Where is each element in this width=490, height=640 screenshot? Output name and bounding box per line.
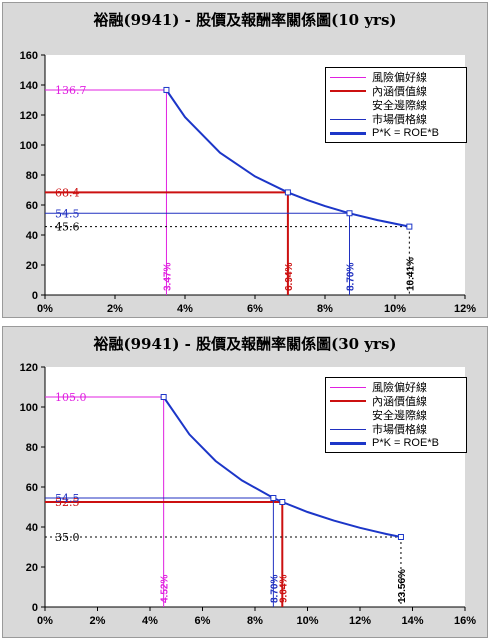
y-tick-label: 120: [20, 362, 38, 374]
x-tick-label: 6%: [247, 303, 263, 315]
legend-item: P*K = ROE*B: [330, 436, 462, 450]
y-tick-label: 60: [26, 482, 38, 494]
x-value-label: 6.94%: [284, 263, 295, 291]
data-point: [163, 86, 170, 93]
legend-item: 市場價格線: [330, 112, 462, 126]
legend-label: P*K = ROE*B: [372, 127, 439, 139]
y-tick-label: 120: [20, 110, 38, 122]
chart-svg: 0 20 40 60 80 100 120 0% 2% 4% 6% 8% 10% 12% 14% 16% 105…: [20, 362, 477, 627]
y-tick-label: 20: [26, 562, 38, 574]
y-value-label: 136.7: [55, 84, 87, 97]
y-tick-label: 20: [26, 260, 38, 272]
legend-label: 風險偏好線: [372, 382, 427, 394]
y-tick-label: 0: [32, 290, 38, 302]
x-tick-label: 8%: [247, 615, 263, 627]
x-value-label: 8.70%: [269, 575, 280, 603]
legend-item: 安全邊際線: [330, 408, 462, 422]
y-tick-label: 0: [32, 602, 38, 614]
legend-label: 市場價格線: [372, 424, 427, 436]
x-tick-label: 6%: [195, 615, 211, 627]
x-tick-label: 10%: [384, 303, 406, 315]
data-point: [406, 223, 413, 230]
x-tick-label: 12%: [349, 615, 371, 627]
x-value-label: 4.52%: [160, 575, 171, 603]
x-value-label: 9.04%: [278, 575, 289, 603]
data-point: [397, 534, 404, 540]
legend-swatch: [330, 386, 366, 388]
y-value-label: 68.4: [55, 186, 80, 199]
legend-item: 風險偏好線: [330, 70, 462, 84]
x-value-label: 8.70%: [346, 263, 357, 291]
x-value-label: 13.56%: [397, 569, 408, 603]
y-value-label: 105.0: [55, 391, 87, 404]
legend-label: 安全邊際線: [372, 410, 427, 422]
y-tick-label: 100: [20, 140, 38, 152]
x-tick-label: 10%: [296, 615, 318, 627]
x-tick-label: 14%: [401, 615, 423, 627]
y-tick-label: 160: [20, 50, 38, 62]
y-value-label: 35.0: [55, 531, 80, 544]
x-tick-label: 4%: [142, 615, 158, 627]
legend-item: 內涵價值線: [330, 394, 462, 408]
legend-swatch: [330, 90, 366, 92]
legend-item: 安全邊際線: [330, 98, 462, 112]
legend-label: 安全邊際線: [372, 100, 427, 112]
x-tick-label: 0%: [37, 303, 53, 315]
chart-panel-30yrs: 裕融(9941) - 股價及報酬率關係圖(30 yrs) 0 20 40 60 80 10…: [2, 326, 488, 638]
chart-legend: 風險偏好線內涵價值線安全邊際線市場價格線 P*K = ROE*B: [325, 67, 467, 143]
y-tick-label: 40: [26, 230, 38, 242]
x-tick-label: 16%: [454, 615, 476, 627]
y-value-label: 54.5: [55, 492, 80, 505]
data-point: [346, 210, 353, 217]
legend-swatch: [330, 131, 366, 135]
x-tick-label: 2%: [107, 303, 123, 315]
legend-item: 內涵價值線: [330, 84, 462, 98]
x-tick-label: 8%: [317, 303, 333, 315]
chart-title: 裕融(9941) - 股價及報酬率關係圖(10 yrs): [93, 11, 397, 29]
legend-item: P*K = ROE*B: [330, 126, 462, 140]
chart-title: 裕融(9941) - 股價及報酬率關係圖(30 yrs): [93, 335, 397, 353]
data-point: [279, 499, 286, 505]
chart-legend: 風險偏好線內涵價值線安全邊際線市場價格線 P*K = ROE*B: [325, 377, 467, 453]
legend-item: 風險偏好線: [330, 380, 462, 394]
y-tick-label: 80: [26, 170, 38, 182]
y-tick-label: 60: [26, 200, 38, 212]
legend-label: 市場價格線: [372, 114, 427, 126]
y-value-label: 52.5: [55, 496, 80, 509]
data-point: [270, 495, 277, 501]
x-tick-label: 0%: [37, 615, 53, 627]
x-value-label: 10.41%: [405, 257, 416, 291]
y-value-label: 54.5: [55, 207, 80, 220]
y-tick-label: 100: [20, 402, 38, 414]
y-tick-label: 140: [20, 80, 38, 92]
legend-label: P*K = ROE*B: [372, 437, 439, 449]
x-tick-label: 4%: [177, 303, 193, 315]
legend-swatch: [330, 441, 366, 445]
legend-swatch: [330, 428, 366, 430]
legend-swatch: [330, 400, 366, 402]
y-tick-label: 80: [26, 442, 38, 454]
series-line-pk-roe-b: [165, 89, 410, 228]
x-value-label: 3.47%: [162, 263, 173, 291]
legend-swatch: [330, 118, 366, 120]
x-tick-label: 2%: [90, 615, 106, 627]
legend-swatch: [330, 76, 366, 78]
legend-label: 風險偏好線: [372, 72, 427, 84]
data-point: [284, 189, 291, 196]
y-tick-label: 40: [26, 522, 38, 534]
chart-svg: 0 20 40 60 80 100 120 140 160 0% 2% 4% 6% 8% 10% 12% 136…: [20, 50, 477, 315]
legend-item: 市場價格線: [330, 422, 462, 436]
data-point: [160, 394, 167, 400]
legend-label: 內涵價值線: [372, 86, 427, 98]
legend-label: 內涵價值線: [372, 396, 427, 408]
x-tick-label: 12%: [454, 303, 476, 315]
y-value-label: 45.6: [55, 221, 80, 234]
chart-panel-10yrs: 裕融(9941) - 股價及報酬率關係圖(10 yrs) 0 20 40 60 80 10…: [2, 2, 488, 318]
